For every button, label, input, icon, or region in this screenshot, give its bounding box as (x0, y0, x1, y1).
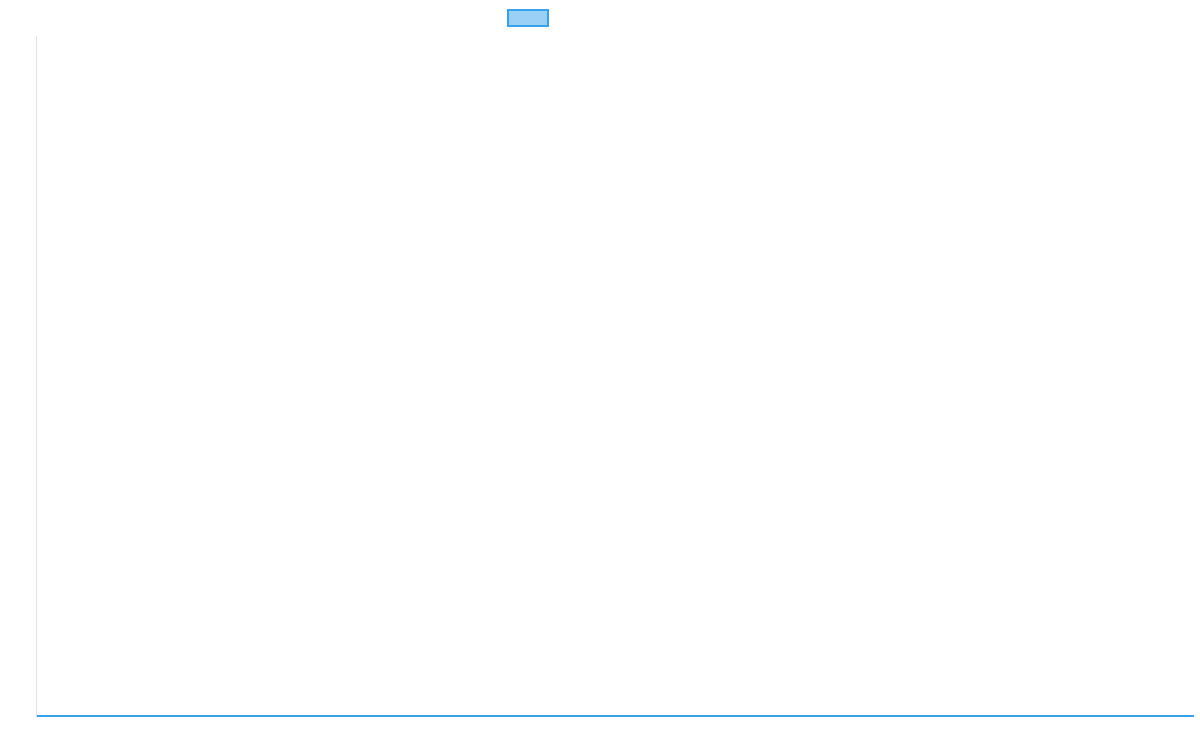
legend-swatch[interactable] (507, 9, 549, 27)
